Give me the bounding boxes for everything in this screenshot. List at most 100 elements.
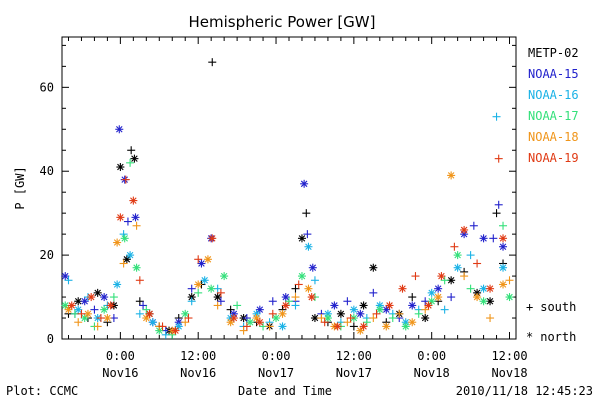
data-point-noaa-16 [291, 301, 300, 310]
data-point-noaa-18 [486, 314, 495, 323]
data-point-noaa-16 [64, 276, 73, 285]
data-point-noaa-19 [473, 259, 482, 268]
footer-timestamp: 2010/11/18 12:45:23 [456, 384, 593, 398]
y-tick-label: 60 [40, 80, 54, 94]
data-point-metp-02 [127, 146, 136, 155]
data-point-noaa-16 [148, 318, 157, 327]
chart-title: Hemispheric Power [GW] [189, 13, 376, 31]
x-tick-label-time: 12:00 [180, 349, 216, 363]
data-point-noaa-16 [349, 305, 358, 314]
data-point-noaa-19 [184, 314, 193, 323]
data-point-metp-02 [492, 209, 501, 218]
data-point-noaa-18 [343, 318, 352, 327]
data-point-metp-02 [297, 234, 306, 243]
data-point-metp-02 [302, 209, 311, 218]
data-point-noaa-17 [466, 284, 475, 293]
data-point-noaa-16 [135, 309, 144, 318]
data-point-noaa-17 [285, 297, 293, 306]
marker-legend-symbol: + [526, 300, 533, 314]
marker-legend-label: south [540, 300, 576, 314]
data-point-noaa-19 [106, 301, 115, 310]
data-point-noaa-18 [142, 314, 151, 323]
data-point-metp-02 [408, 293, 417, 302]
data-point-noaa-19 [494, 154, 503, 163]
data-point-noaa-18 [213, 301, 222, 310]
data-point-noaa-18 [499, 280, 508, 289]
data-point-metp-02 [135, 297, 144, 306]
data-point-noaa-17 [505, 293, 514, 302]
data-point-noaa-18 [239, 326, 248, 335]
data-point-noaa-18 [395, 309, 404, 318]
data-point-noaa-19 [77, 309, 86, 318]
data-point-metp-02 [359, 301, 368, 310]
data-point-noaa-15 [303, 230, 312, 239]
data-point-noaa-15 [139, 301, 148, 310]
data-point-noaa-17 [453, 251, 462, 260]
data-point-noaa-18 [113, 238, 122, 247]
data-point-noaa-19 [281, 301, 290, 310]
data-point-noaa-17 [233, 301, 242, 310]
data-point-noaa-17 [375, 305, 384, 314]
data-point-noaa-18 [382, 322, 391, 331]
marker-legend: + south * north [526, 300, 576, 344]
data-point-noaa-19 [359, 322, 368, 331]
data-point-noaa-19 [372, 309, 381, 318]
data-point-noaa-17 [132, 263, 141, 272]
data-point-noaa-17 [297, 272, 306, 281]
data-point-metp-02 [122, 255, 131, 264]
data-point-noaa-19 [87, 293, 96, 302]
data-point-noaa-18 [447, 171, 456, 180]
x-tick-label-time: 12:00 [336, 349, 372, 363]
data-point-noaa-15 [408, 301, 417, 310]
legend-entry-noaa-19: NOAA-19 [528, 151, 579, 165]
plot-frame [61, 36, 517, 340]
data-point-noaa-16 [453, 263, 462, 272]
x-tick-label-date: Nov16 [102, 366, 138, 380]
data-point-metp-02 [130, 154, 139, 163]
data-point-noaa-17 [499, 221, 508, 230]
data-point-noaa-15 [131, 213, 140, 222]
data-point-noaa-19 [158, 322, 167, 331]
data-point-noaa-16 [466, 251, 475, 260]
data-point-noaa-15 [197, 259, 206, 268]
data-point-noaa-15 [115, 125, 124, 134]
legend: METP-02 NOAA-15 NOAA-16 NOAA-17 NOAA-18 NOAA-… [528, 46, 579, 165]
data-point-noaa-19 [96, 314, 105, 323]
data-point-noaa-17 [388, 314, 397, 323]
data-point-metp-02 [486, 297, 495, 306]
data-point-noaa-18 [252, 314, 261, 323]
data-point-noaa-19 [385, 301, 394, 310]
data-point-noaa-19 [171, 326, 180, 335]
data-point-noaa-17 [142, 305, 151, 314]
data-point-metp-02 [93, 288, 102, 297]
data-point-noaa-19 [268, 309, 277, 318]
data-point-noaa-17 [220, 272, 229, 281]
data-point-noaa-15 [469, 221, 478, 230]
marker-legend-south: + south [526, 300, 576, 314]
data-point-noaa-18 [356, 326, 365, 335]
data-point-noaa-18 [278, 309, 287, 318]
data-point-noaa-19 [320, 318, 329, 327]
data-point-noaa-15 [494, 200, 503, 209]
data-point-noaa-15 [330, 301, 339, 310]
data-point-noaa-19 [346, 314, 355, 323]
y-tick-label: 20 [40, 248, 54, 262]
data-point-noaa-15 [242, 314, 251, 323]
x-tick-label-date: Nov16 [180, 366, 216, 380]
data-point-noaa-17 [207, 284, 216, 293]
data-point-noaa-16 [113, 280, 122, 289]
data-point-noaa-17 [362, 318, 371, 327]
data-point-noaa-18 [93, 322, 102, 331]
data-point-noaa-17 [100, 305, 109, 314]
data-point-noaa-16 [440, 305, 449, 314]
data-point-noaa-15 [447, 293, 456, 302]
data-point-noaa-19 [486, 284, 495, 293]
data-point-noaa-15 [499, 242, 508, 251]
data-point-noaa-19 [411, 272, 420, 281]
x-tick-label-date: Nov17 [258, 366, 294, 380]
footer-plot-source: Plot: CCMC [6, 384, 78, 398]
data-point-noaa-19 [145, 309, 154, 318]
data-point-noaa-18 [291, 293, 300, 302]
data-point-noaa-19 [307, 293, 316, 302]
y-tick-label: 0 [47, 332, 54, 346]
